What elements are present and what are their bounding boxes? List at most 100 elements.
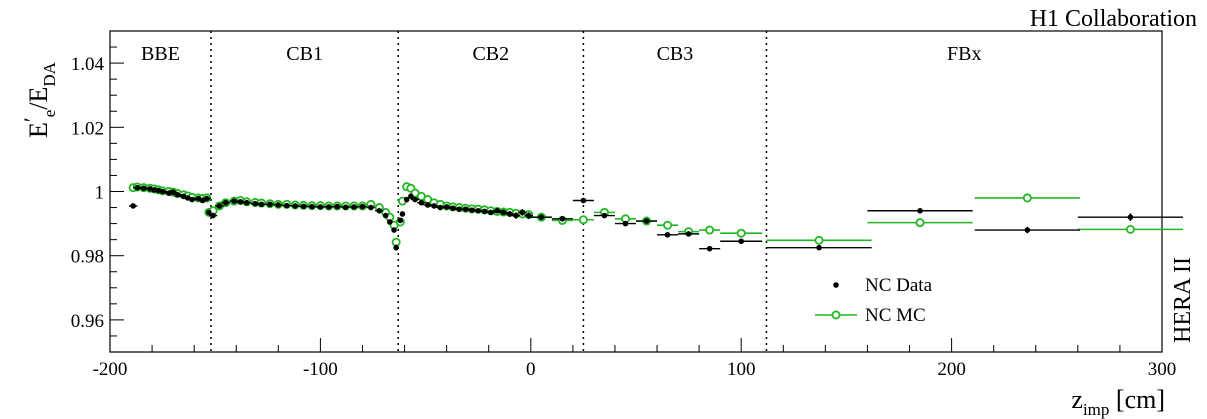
series-nc-data <box>128 184 1184 252</box>
data-point <box>443 204 450 210</box>
data-point <box>222 199 229 206</box>
data-point <box>275 202 282 208</box>
region-label: BBE <box>141 43 180 65</box>
data-point <box>170 189 176 195</box>
data-point <box>334 203 341 210</box>
data-point <box>376 207 383 214</box>
data-point <box>134 184 141 191</box>
x-tick-label: 100 <box>727 359 756 380</box>
data-point <box>408 193 414 200</box>
data-point <box>1024 227 1031 233</box>
region-label: CB1 <box>286 43 323 65</box>
x-tick-label: -200 <box>93 359 128 380</box>
data-point <box>450 205 456 211</box>
data-point <box>159 188 166 195</box>
data-point <box>643 218 650 224</box>
data-point <box>399 211 406 217</box>
series-nc-mc <box>128 182 1184 247</box>
y-axis-label: E′e/EDA <box>19 61 59 138</box>
x-tick-label: 0 <box>526 359 536 380</box>
data-point <box>462 206 469 212</box>
data-point <box>431 203 437 209</box>
x-tick-label: -100 <box>303 359 338 380</box>
legend-marker-mc <box>831 310 841 320</box>
data-point <box>206 209 212 216</box>
data-point <box>382 212 389 219</box>
mc-point <box>1022 193 1032 203</box>
data-point <box>216 203 223 209</box>
chart-title: H1 Collaboration <box>1030 6 1197 32</box>
data-point <box>292 203 298 209</box>
y-tick-label: 1 <box>95 183 105 204</box>
data-point <box>237 198 244 205</box>
data-point <box>397 217 404 224</box>
data-point <box>412 196 418 203</box>
data-point <box>488 209 494 216</box>
data-point <box>368 204 374 211</box>
data-point <box>283 202 290 209</box>
y-tick-label: 1.02 <box>71 118 104 139</box>
data-point <box>130 203 136 209</box>
data-point <box>326 204 332 210</box>
mc-point <box>814 235 824 245</box>
legend-label-mc: NC MC <box>865 305 926 326</box>
data-point <box>664 232 671 238</box>
data-point <box>351 204 357 210</box>
data-point <box>424 202 431 208</box>
data-point <box>300 203 307 210</box>
legend: NC Data NC MC <box>815 275 933 326</box>
mc-point <box>705 225 715 235</box>
x-tick-label: 200 <box>937 359 966 380</box>
data-point <box>252 200 258 207</box>
data-point <box>538 214 545 220</box>
data-point <box>342 204 349 211</box>
mc-point <box>391 237 401 247</box>
data-point <box>816 244 822 251</box>
data-point <box>243 199 250 206</box>
data-point <box>309 203 315 210</box>
data-point <box>500 209 507 216</box>
data-point <box>210 212 216 219</box>
y-tick-label: 0.98 <box>71 247 104 268</box>
region-boundaries <box>210 31 768 352</box>
data-point <box>456 206 463 212</box>
data-point <box>387 219 393 225</box>
mc-point <box>736 228 746 238</box>
data-point <box>267 201 273 208</box>
data-point <box>475 207 482 214</box>
data-point <box>513 212 519 219</box>
data-point <box>418 199 425 206</box>
data-point <box>469 207 475 213</box>
data-point <box>174 191 181 198</box>
data-point <box>738 238 744 245</box>
data-point <box>917 207 923 214</box>
legend-label-data: NC Data <box>865 275 933 296</box>
data-point <box>706 245 713 252</box>
svg-text:E′e/EDA: E′e/EDA <box>19 61 59 138</box>
side-label: HERA II <box>1170 257 1196 343</box>
data-point <box>391 227 397 233</box>
data-point <box>580 197 587 204</box>
region-label: CB3 <box>657 43 694 65</box>
mc-point <box>578 215 588 225</box>
data-point <box>189 196 195 203</box>
data-point <box>403 196 410 203</box>
data-point <box>203 195 210 202</box>
data-point <box>601 212 608 219</box>
data-point <box>437 204 444 211</box>
region-labels: BBE CB1 CB2 CB3 FBx <box>141 43 981 65</box>
region-label: CB2 <box>472 43 509 65</box>
data-point <box>359 203 366 210</box>
y-tick-label: 0.96 <box>71 311 104 332</box>
axes: -200 -100 0 100 200 300 0.96 0.98 1 1.02 1.04 <box>71 30 1176 380</box>
mc-point <box>915 218 925 228</box>
data-point <box>393 244 399 251</box>
data-point <box>685 231 692 237</box>
svg-text:zimp [cm]: zimp [cm] <box>1071 385 1165 419</box>
data-point <box>519 209 526 216</box>
data-point <box>559 215 566 222</box>
data-point <box>622 220 629 227</box>
mc-point <box>1125 224 1135 234</box>
legend-marker-data <box>833 282 839 288</box>
